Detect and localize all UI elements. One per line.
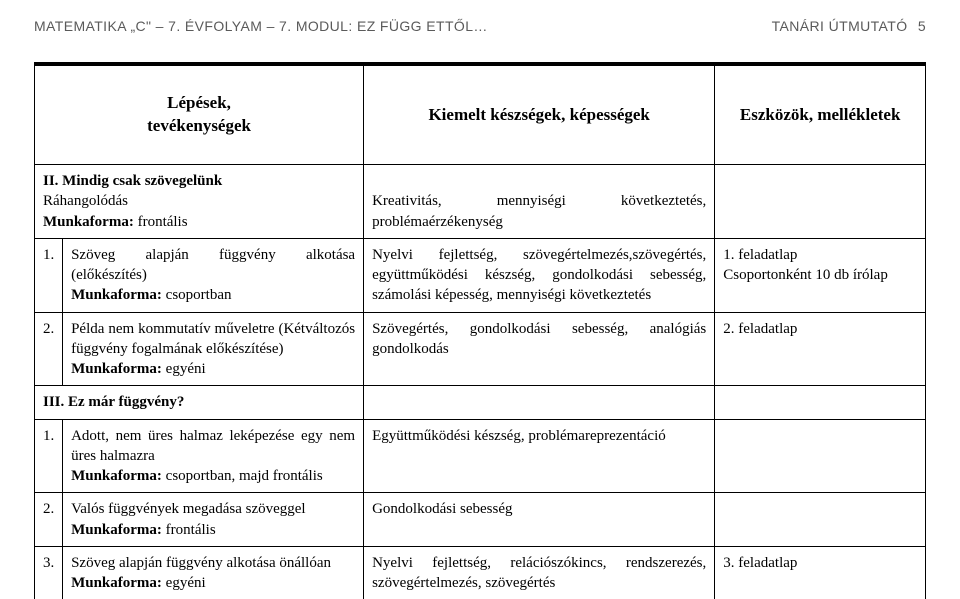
table-row: 1. Szöveg alapján függvény alkotása (elő… [35,238,926,312]
row-c1b-bold: Munkaforma: [71,522,162,538]
head-col3: Eszközök, mellékletek [715,64,926,165]
row-c1a: Valós függvények megadása szöveggel [71,501,306,517]
section-II-r0-c1b: frontális [134,214,188,230]
row-c2: Nyelvi fejlettség, szövegértelmezés,szöv… [364,238,715,312]
row-c3 [715,419,926,493]
row-num: 2. [35,493,63,547]
header-page-number: 5 [918,18,926,34]
row-c1: Adott, nem üres halmaz leképezése egy ne… [63,419,364,493]
head-col2: Kiemelt készségek, képességek [364,64,715,165]
row-c1b-bold: Munkaforma: [71,468,162,484]
table-row: 3. Szöveg alapján függvény alkotása önál… [35,546,926,599]
section-III-c2 [364,386,715,419]
row-c1a: Adott, nem üres halmaz leképezése egy ne… [71,428,355,464]
row-c1a: Szöveg alapján függvény alkotása önállóa… [71,555,331,571]
row-c3: 3. feladatlap [715,546,926,599]
row-c2: Nyelvi fejlettség, relációszókincs, rend… [364,546,715,599]
row-num: 1. [35,419,63,493]
table-row: 2. Példa nem kommutatív műveletre (Kétvá… [35,312,926,386]
table-row: 2. Valós függvények megadása szöveggel M… [35,493,926,547]
page: MATEMATIKA „C" – 7. ÉVFOLYAM – 7. MODUL:… [0,0,960,599]
section-II-r0-c1b-bold: Munkaforma: [43,214,134,230]
row-c1: Példa nem kommutatív műveletre (Kétválto… [63,312,364,386]
page-header: MATEMATIKA „C" – 7. ÉVFOLYAM – 7. MODUL:… [34,18,926,34]
table-header-row: Lépések, tevékenységek Kiemelt készségek… [35,64,926,165]
row-num: 2. [35,312,63,386]
row-c1b: frontális [162,522,216,538]
row-c1b-bold: Munkaforma: [71,287,162,303]
row-c1b-bold: Munkaforma: [71,575,162,591]
row-c1: Szöveg alapján függvény alkotása (előkés… [63,238,364,312]
lesson-table: Lépések, tevékenységek Kiemelt készségek… [34,62,926,599]
row-c1b-bold: Munkaforma: [71,361,162,377]
row-c2: Együttműködési készség, problémareprezen… [364,419,715,493]
section-II-r0-c3 [715,165,926,239]
section-II-row: II. Mindig csak szövegelünk Ráhangolódás… [35,165,926,239]
row-num: 1. [35,238,63,312]
section-II-title: II. Mindig csak szövegelünk Ráhangolódás… [35,165,364,239]
section-II-title-text: II. Mindig csak szövegelünk [43,173,222,189]
row-num: 3. [35,546,63,599]
row-c3: 1. feladatlap Csoportonként 10 db írólap [715,238,926,312]
head-col1: Lépések, tevékenységek [35,64,364,165]
table-row: 1. Adott, nem üres halmaz leképezése egy… [35,419,926,493]
row-c3 [715,493,926,547]
row-c1a: Szöveg alapján függvény alkotása (előkés… [71,247,355,283]
row-c2: Szövegértés, gondolkodási sebesség, anal… [364,312,715,386]
row-c2: Gondolkodási sebesség [364,493,715,547]
section-II-r0-c1a: Ráhangolódás [43,193,128,209]
header-right: TANÁRI ÚTMUTATÓ 5 [772,18,926,34]
row-c1b: csoportban [162,287,232,303]
section-III-c3 [715,386,926,419]
section-III-title-text: III. Ez már függvény? [43,394,184,410]
section-II-r0-c2: Kreativitás, mennyiségi következtetés, p… [364,165,715,239]
row-c1b: csoportban, majd frontális [162,468,323,484]
section-III-row: III. Ez már függvény? [35,386,926,419]
row-c1b: egyéni [162,575,206,591]
section-III-title: III. Ez már függvény? [35,386,364,419]
header-left: MATEMATIKA „C" – 7. ÉVFOLYAM – 7. MODUL:… [34,18,488,34]
header-right-label: TANÁRI ÚTMUTATÓ [772,18,908,34]
row-c1b: egyéni [162,361,206,377]
row-c1: Szöveg alapján függvény alkotása önállóa… [63,546,364,599]
row-c1a: Példa nem kommutatív műveletre (Kétválto… [71,321,355,357]
row-c3: 2. feladatlap [715,312,926,386]
row-c1: Valós függvények megadása szöveggel Munk… [63,493,364,547]
